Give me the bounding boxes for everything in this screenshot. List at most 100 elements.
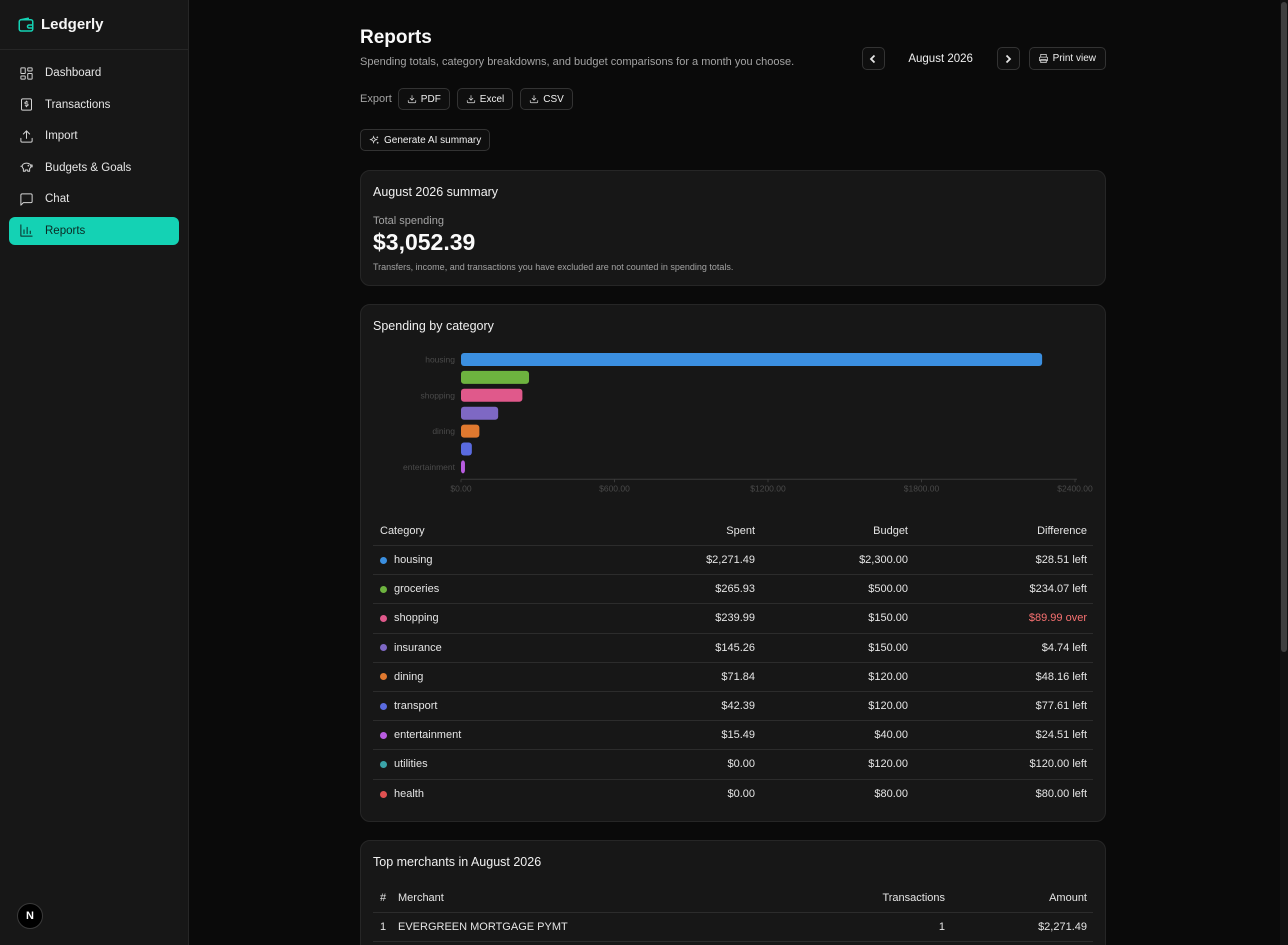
download-icon [407,95,416,104]
month-navigator: August 2026 Print view [861,47,1106,70]
export-csv-label: CSV [543,93,564,105]
sidebar-item-transactions[interactable]: Transactions [9,91,179,119]
sidebar-item-chat[interactable]: Chat [9,185,179,213]
table-row: dining $71.84 $120.00 $48.16 left [373,663,1093,692]
column-header-amount: Amount [1049,891,1087,904]
sidebar-item-dashboard[interactable]: Dashboard [9,59,179,87]
piggy-bank-icon [20,162,33,173]
sidebar-nav: Dashboard Transactions Import Budgets & … [0,50,188,245]
difference-value: $80.00 left [1035,788,1087,801]
x-tick-label: $1200.00 [750,483,786,493]
sidebar-item-reports[interactable]: Reports [9,216,179,245]
category-color-dot [380,585,387,593]
category-color-dot [380,731,387,739]
sidebar-item-label: Budgets & Goals [45,161,132,174]
export-csv-button[interactable]: CSV [520,88,573,110]
bar-transport[interactable] [461,442,472,456]
merchant-transaction-count: 1 [938,921,945,933]
scrollbar-thumb[interactable] [1281,2,1287,652]
brand-name: Ledgerly [41,16,104,33]
x-tick-label: $1800.00 [904,483,940,493]
column-header-number: # [380,891,387,904]
prev-month-button[interactable] [861,47,885,70]
print-view-button[interactable]: Print view [1028,47,1106,70]
category-name: groceries [394,583,440,596]
generate-ai-summary-button[interactable]: Generate AI summary [360,129,491,151]
export-pdf-button[interactable]: PDF [397,88,450,110]
bar-insurance[interactable] [461,406,499,420]
total-spending-value: $3,052.39 [373,229,476,255]
summary-card: August 2026 summary Total spending $3,05… [360,170,1106,286]
bar-housing[interactable] [461,353,1043,366]
spent-value: $239.99 [715,612,755,625]
bar-entertainment[interactable] [461,460,465,474]
bar-shopping[interactable] [461,388,523,402]
spending-title: Spending by category [373,319,494,333]
table-row: entertainment $15.49 $40.00 $24.51 left [373,721,1093,751]
column-header-transactions: Transactions [882,891,945,904]
dashboard-icon [20,66,33,80]
dev-badge[interactable]: N [17,903,43,929]
difference-value: $120.00 left [1029,758,1088,771]
sidebar-item-label: Dashboard [45,67,102,79]
category-name: insurance [394,641,442,654]
y-tick-label: shopping [420,390,455,400]
bar-dining[interactable] [461,424,480,438]
spent-value: $0.00 [727,788,755,801]
category-color-dot [380,644,387,652]
difference-value: $24.51 left [1035,729,1087,742]
wallet-icon [18,17,34,32]
category-table-header: Category Spent Budget Difference [373,516,1093,546]
y-tick-label: housing [425,355,455,365]
budget-value: $150.00 [868,641,908,654]
page-scrollbar[interactable] [1280,0,1288,945]
merchants-table: # Merchant Transactions Amount 1 EVERGRE… [373,883,1093,942]
category-table-body: housing $2,271.49 $2,300.00 $28.51 left … [373,546,1093,809]
budget-value: $2,300.00 [859,554,908,567]
brand[interactable]: Ledgerly [0,0,188,50]
category-color-dot [380,556,387,564]
category-table: Category Spent Budget Difference housing… [373,516,1093,809]
spent-value: $2,271.49 [706,554,755,567]
budget-value: $120.00 [868,758,908,771]
export-excel-button[interactable]: Excel [456,88,514,110]
budget-value: $40.00 [874,729,908,742]
table-row: transport $42.39 $120.00 $77.61 left [373,692,1093,722]
download-icon [530,95,539,104]
sidebar-item-import[interactable]: Import [9,122,179,150]
budget-value: $80.00 [874,788,908,801]
x-tick-label: $600.00 [599,483,630,493]
column-header-budget: Budget [873,524,908,537]
column-header-spent: Spent [726,524,755,537]
column-header-merchant: Merchant [398,891,444,904]
x-tick-label: $0.00 [450,483,472,493]
category-color-dot [380,673,387,681]
merchant-name: EVERGREEN MORTGAGE PYMT [398,921,568,933]
table-row: utilities $0.00 $120.00 $120.00 left [373,750,1093,780]
spent-value: $71.84 [721,670,755,683]
chevron-left-icon [869,54,876,63]
category-name: transport [394,700,438,713]
sidebar-item-label: Transactions [45,98,111,111]
sidebar-item-label: Import [45,130,78,143]
category-color-dot [380,702,387,710]
category-color-dot [380,614,387,622]
page-title: Reports [360,27,432,48]
category-color-dot [380,760,387,768]
budget-value: $500.00 [868,583,908,596]
merchant-amount: $2,271.49 [1038,921,1087,933]
sidebar-item-budgets-goals[interactable]: Budgets & Goals [9,154,179,182]
bar-groceries[interactable] [461,370,530,384]
spending-by-category-card: Spending by category housing shopping dini… [360,304,1106,822]
receipt-icon [21,98,32,111]
summary-title: August 2026 summary [373,185,499,199]
export-excel-label: Excel [479,93,505,105]
category-name: entertainment [394,729,462,742]
total-spending-note: Transfers, income, and transactions you … [373,262,734,272]
merchants-title: Top merchants in August 2026 [373,855,542,869]
spent-value: $0.00 [727,758,755,771]
table-row: housing $2,271.49 $2,300.00 $28.51 left [373,546,1093,576]
next-month-button[interactable] [996,47,1020,70]
difference-value: $89.99 over [1028,612,1087,625]
printer-icon [1038,54,1048,63]
